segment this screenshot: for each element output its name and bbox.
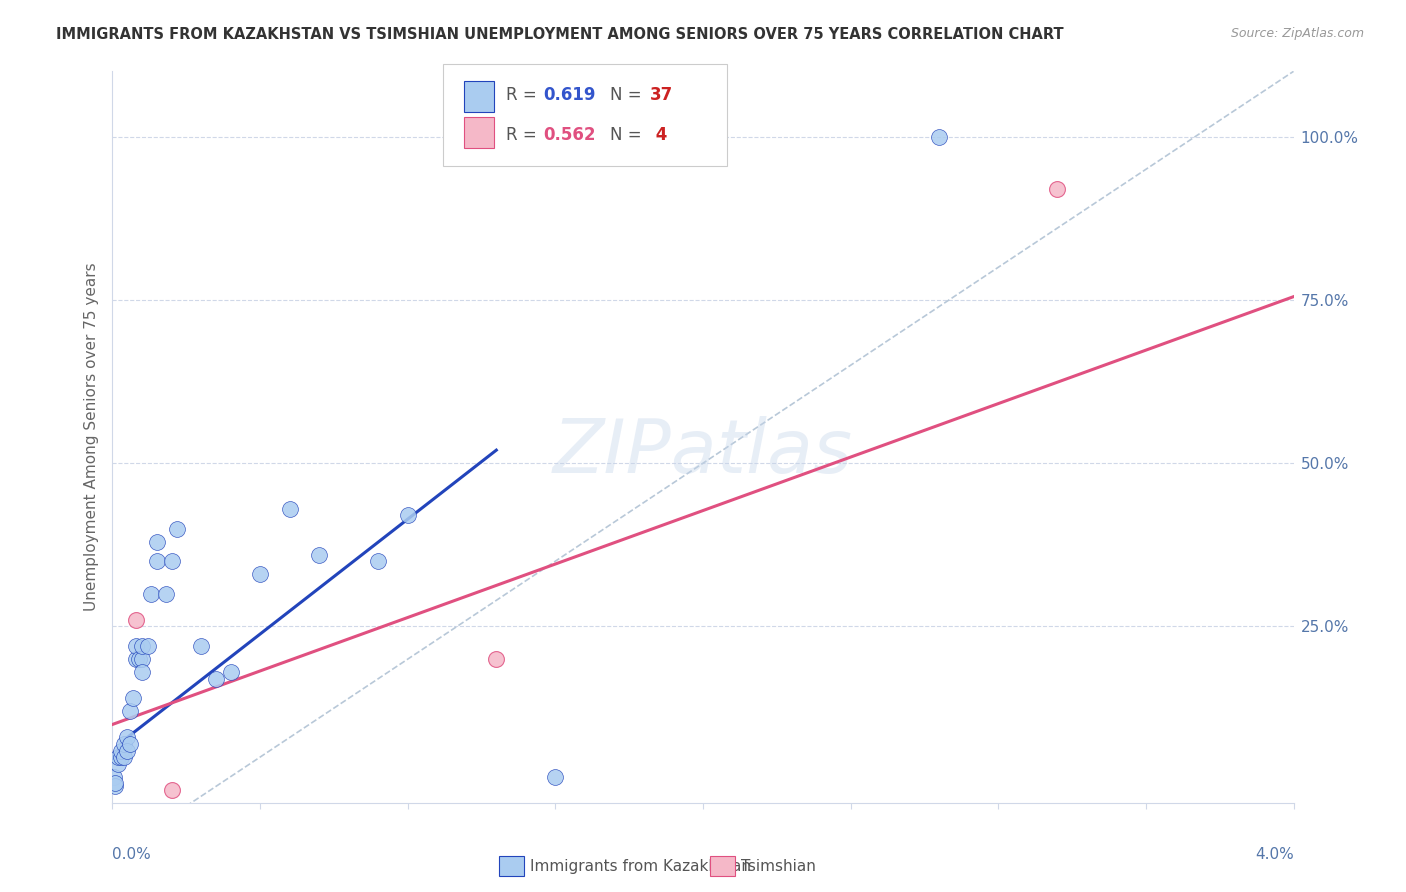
Point [103, 770, 125, 784]
Point [146, 554, 169, 568]
Point [110, 743, 132, 757]
Point [367, 554, 389, 568]
Point [205, 672, 228, 686]
Text: R =: R = [506, 126, 541, 144]
Point [219, 665, 242, 680]
Point [160, 554, 183, 568]
Point [249, 567, 271, 582]
Point [131, 652, 153, 666]
Point [485, 652, 508, 666]
Point [131, 665, 153, 680]
Point [160, 782, 183, 797]
Point [1046, 182, 1069, 196]
Point [544, 770, 567, 784]
Point [131, 639, 153, 653]
Point [278, 502, 301, 516]
Text: Immigrants from Kazakhstan: Immigrants from Kazakhstan [530, 859, 751, 873]
Text: 37: 37 [650, 86, 673, 103]
Text: 0.562: 0.562 [544, 126, 596, 144]
Point [104, 780, 127, 794]
Point [117, 731, 138, 745]
Text: 0.619: 0.619 [544, 86, 596, 103]
Point [120, 737, 142, 751]
Y-axis label: Unemployment Among Seniors over 75 years: Unemployment Among Seniors over 75 years [84, 263, 100, 611]
Point [396, 508, 419, 523]
Point [308, 548, 330, 562]
Point [107, 750, 129, 764]
Text: ZIPatlas: ZIPatlas [553, 416, 853, 488]
FancyBboxPatch shape [443, 64, 727, 167]
Point [928, 129, 950, 144]
Point [110, 750, 132, 764]
Point [107, 756, 129, 771]
Point [139, 587, 162, 601]
Text: 4: 4 [650, 126, 668, 144]
Point [117, 743, 138, 757]
Point [112, 750, 135, 764]
Point [190, 639, 212, 653]
Point [125, 639, 148, 653]
Point [125, 613, 148, 627]
Point [155, 587, 177, 601]
Point [104, 776, 127, 790]
Point [120, 705, 142, 719]
Point [136, 639, 159, 653]
Text: N =: N = [610, 86, 647, 103]
Text: Source: ZipAtlas.com: Source: ZipAtlas.com [1230, 27, 1364, 40]
Text: N =: N = [610, 126, 647, 144]
FancyBboxPatch shape [464, 81, 494, 112]
Point [122, 691, 145, 706]
Point [112, 737, 135, 751]
Point [128, 652, 150, 666]
Point [146, 534, 169, 549]
FancyBboxPatch shape [464, 118, 494, 148]
Text: R =: R = [506, 86, 541, 103]
Point [166, 521, 188, 535]
Point [125, 652, 148, 666]
Text: 0.0%: 0.0% [112, 847, 152, 862]
Text: IMMIGRANTS FROM KAZAKHSTAN VS TSIMSHIAN UNEMPLOYMENT AMONG SENIORS OVER 75 YEARS: IMMIGRANTS FROM KAZAKHSTAN VS TSIMSHIAN … [56, 27, 1064, 42]
Text: Tsimshian: Tsimshian [741, 859, 815, 873]
Text: 4.0%: 4.0% [1254, 847, 1294, 862]
